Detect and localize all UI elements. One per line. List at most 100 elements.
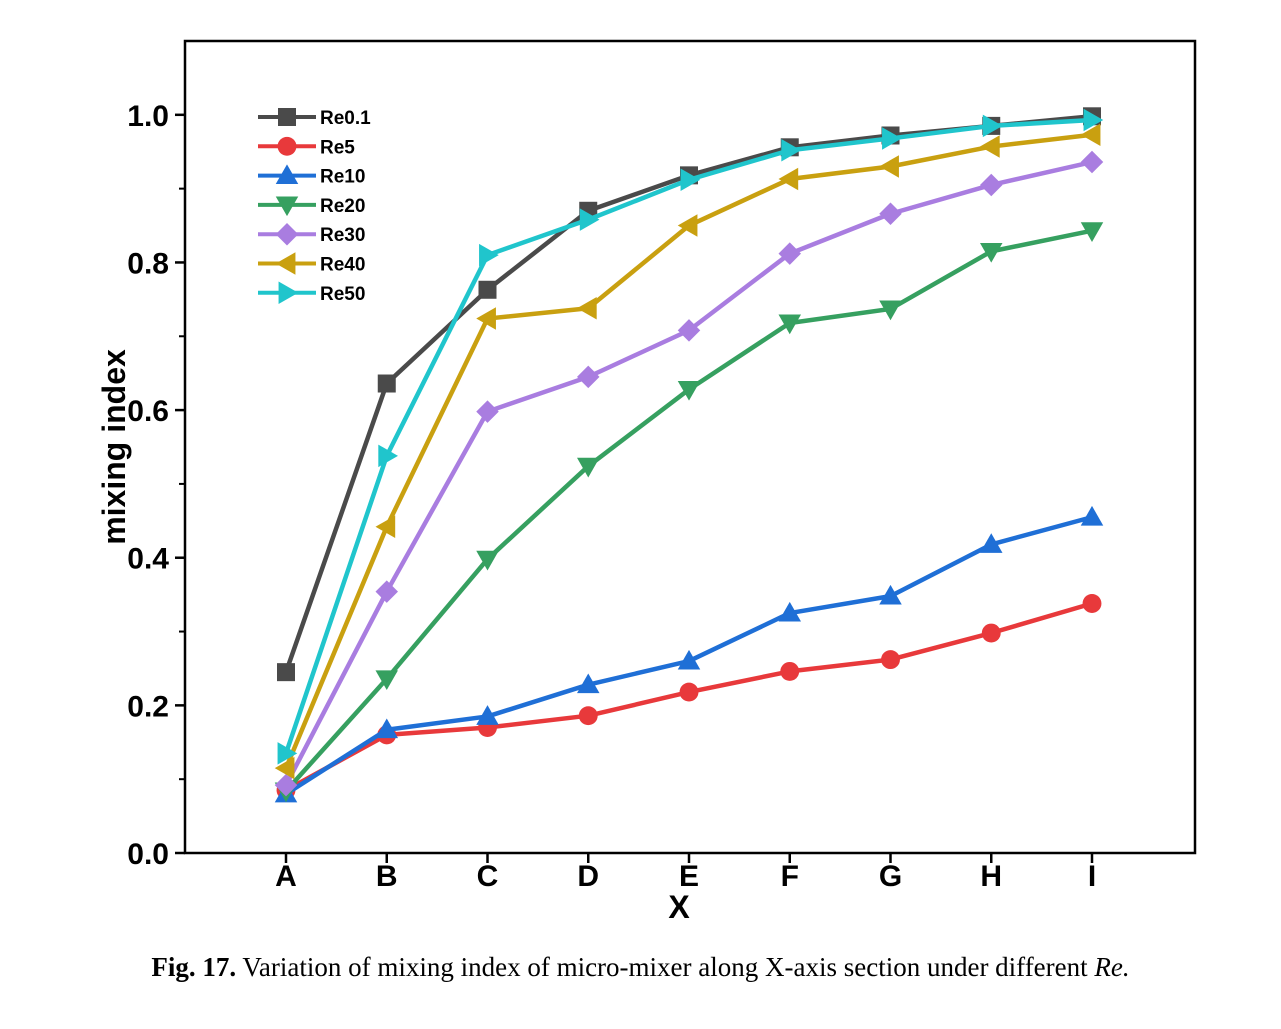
- series-re40: [274, 123, 1101, 780]
- data-point: [778, 167, 799, 191]
- y-axis-title: mixing index: [96, 349, 132, 545]
- data-point: [277, 663, 295, 682]
- series-re5: [276, 594, 1102, 800]
- x-tick-label: D: [577, 860, 599, 893]
- data-point: [479, 243, 499, 267]
- data-point: [677, 380, 701, 401]
- legend-marker: [275, 222, 299, 246]
- chart: 0.0 0.2 0.4 0.6 0.8 1.0 A B C D E F G H I Re0.1 Re5 Re1…: [96, 39, 1197, 925]
- data-point: [274, 773, 298, 797]
- data-point: [677, 319, 701, 342]
- data-point: [1082, 594, 1102, 613]
- plot-axes: [183, 39, 1197, 855]
- data-point: [679, 682, 699, 702]
- data-point: [578, 706, 598, 726]
- x-tick-label: F: [781, 860, 799, 893]
- figure-caption: Fig. 17. Variation of mixing index of mi…: [0, 952, 1281, 983]
- data-point: [980, 533, 1003, 553]
- x-tick-label: G: [879, 860, 902, 893]
- data-point: [577, 457, 600, 478]
- legend-marker: [277, 136, 297, 156]
- data-point: [1080, 505, 1104, 526]
- caption-italic: Re.: [1094, 952, 1130, 982]
- legend-marker: [278, 108, 296, 126]
- x-tick-label: A: [275, 860, 297, 893]
- data-point: [882, 127, 902, 150]
- x-tick-label: I: [1088, 860, 1096, 893]
- x-axis-title: X: [668, 889, 690, 925]
- data-point: [579, 208, 600, 231]
- series-re50: [277, 108, 1104, 765]
- data-point: [879, 300, 902, 321]
- legend-label: Re40: [320, 255, 365, 276]
- series-re20: [274, 222, 1104, 803]
- data-point: [1080, 150, 1104, 174]
- data-point: [879, 155, 899, 178]
- data-point: [476, 550, 499, 571]
- data-point: [375, 718, 398, 739]
- legend-marker: [275, 164, 299, 185]
- legend-marker: [278, 281, 299, 305]
- data-point: [677, 214, 698, 237]
- y-tick-label: 0.0: [127, 838, 169, 871]
- plot-frame: [183, 39, 1197, 855]
- legend-label: Re30: [320, 225, 365, 246]
- data-point: [778, 242, 801, 265]
- data-point: [375, 580, 398, 603]
- legend-label: Re0.1: [320, 108, 371, 129]
- series-line: [284, 228, 1093, 793]
- data-point: [277, 742, 298, 765]
- y-tick-label: 1.0: [127, 100, 169, 133]
- data-point: [375, 670, 398, 691]
- data-point: [577, 365, 600, 389]
- legend-label: Re20: [320, 196, 365, 217]
- data-point: [1083, 108, 1104, 132]
- x-tick-label: B: [376, 860, 398, 893]
- data-point: [980, 135, 1000, 158]
- data-point: [577, 296, 597, 320]
- data-point: [881, 650, 900, 670]
- data-point: [980, 173, 1003, 197]
- data-point: [377, 374, 396, 393]
- x-tick-label: H: [980, 860, 1002, 893]
- data-point: [982, 114, 1003, 138]
- data-point: [981, 623, 1001, 643]
- series-re30: [274, 150, 1104, 797]
- data-point: [476, 705, 499, 725]
- data-point: [378, 444, 398, 468]
- data-point: [680, 168, 701, 192]
- data-point: [778, 601, 801, 622]
- data-point: [781, 139, 801, 162]
- data-point: [778, 314, 801, 335]
- legend-label: Re50: [320, 284, 365, 305]
- y-axis-ticks: 0.0 0.2 0.4 0.6 0.8 1.0: [127, 100, 185, 871]
- legend-label: Re10: [320, 167, 365, 188]
- data-point: [1080, 222, 1104, 242]
- y-tick-label: 0.4: [127, 543, 169, 576]
- series-group: [274, 107, 1104, 803]
- legend: Re0.1 Re5 Re10 Re20 Re30 Re40 Re50: [258, 108, 371, 305]
- data-point: [476, 307, 496, 330]
- data-point: [677, 649, 701, 670]
- y-tick-label: 0.8: [127, 247, 169, 280]
- data-point: [577, 673, 600, 694]
- data-point: [780, 661, 800, 681]
- data-point: [274, 756, 295, 780]
- data-point: [1080, 123, 1101, 146]
- caption-text: Variation of mixing index of micro-mixer…: [242, 952, 1088, 982]
- data-point: [375, 515, 396, 538]
- x-tick-label: C: [477, 860, 499, 893]
- x-tick-label: E: [679, 860, 699, 893]
- data-point: [879, 584, 902, 605]
- legend-marker: [275, 196, 299, 217]
- y-tick-label: 0.2: [127, 690, 169, 723]
- x-axis-ticks: A B C D E F G H I: [275, 853, 1096, 893]
- legend-label: Re5: [320, 137, 355, 158]
- data-point: [476, 400, 499, 423]
- data-point: [478, 280, 497, 299]
- data-point: [980, 242, 1003, 263]
- series-re10: [274, 505, 1104, 803]
- legend-marker: [275, 252, 296, 275]
- figure-number: Fig. 17.: [151, 952, 237, 982]
- data-point: [879, 202, 902, 225]
